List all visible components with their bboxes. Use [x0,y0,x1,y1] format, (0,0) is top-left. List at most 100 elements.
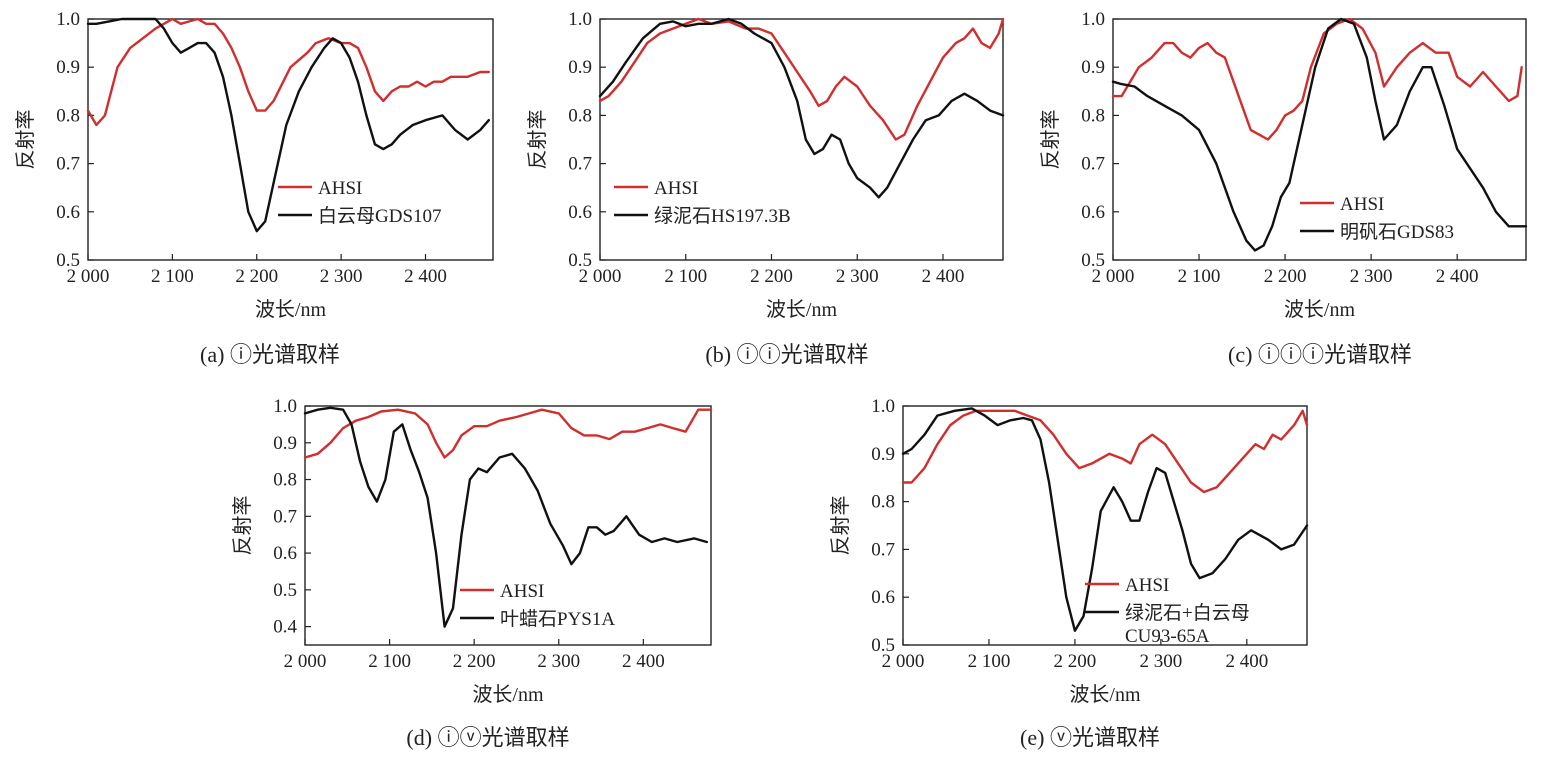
panel-caption: (c) ⓘⓘⓘ光谱取样 [1228,342,1412,367]
x-tick-label: 2 300 [320,266,363,287]
x-tick-label: 2 000 [284,651,327,672]
x-tick-label: 2 400 [922,266,965,287]
legend-label: 绿泥石HS197.3B [654,205,791,227]
y-tick-label: 0.6 [56,202,80,223]
x-tick-label: 2 300 [836,266,879,287]
legend-label: AHSI [500,581,544,602]
y-tick-label: 1.0 [871,396,895,417]
y-tick-label: 0.7 [1081,154,1105,175]
series-line-0 [598,17,1005,141]
legend-label: AHSI [1340,194,1384,215]
x-tick-label: 2 400 [404,266,447,287]
panel-caption: (a) ⓘ光谱取样 [200,342,340,367]
y-tick-label: 0.8 [1081,105,1105,126]
y-tick-label: 0.7 [56,154,80,175]
x-tick-label: 2 100 [1178,266,1221,287]
y-tick-label: 0.5 [568,250,592,271]
y-axis-label: 反射率 [526,110,549,170]
plot-frame [87,18,494,261]
y-tick-label: 1.0 [1081,9,1105,30]
y-tick-label: 0.4 [273,617,297,638]
x-tick-label: 2 000 [882,651,925,672]
y-axis-label: 反射率 [1039,110,1062,170]
x-tick-label: 2 300 [1139,651,1182,672]
panel-caption: (b) ⓘⓘ光谱取样 [705,342,868,367]
x-tick-label: 2 400 [1436,266,1479,287]
plot-frame [599,18,1004,261]
y-tick-label: 1.0 [273,396,297,417]
plot-frame [304,405,712,646]
y-axis-label: 反射率 [14,110,37,170]
x-tick-label: 2 300 [1350,266,1393,287]
y-tick-label: 0.8 [871,492,895,513]
series-line-1 [86,17,490,233]
chart-panel-1: 2 000 2 100 2 200 2 300 2 400 0.5 0.6 0.7 0.8 0.9… [526,9,1005,367]
x-tick-label: 2 000 [579,266,622,287]
legend-label: AHSI [654,178,698,199]
y-tick-label: 0.6 [871,587,895,608]
legend-label: 绿泥石+白云母 [1125,602,1250,624]
y-tick-label: 0.7 [871,539,895,560]
y-axis-label: 反射率 [231,496,254,556]
y-tick-label: 0.6 [568,202,592,223]
x-axis-label: 波长/nm [255,298,327,321]
y-tick-label: 0.6 [1081,202,1105,223]
x-tick-label: 2 100 [368,651,411,672]
chart-panel-2: 2 000 2 100 2 200 2 300 2 400 0.5 0.6 0.7 0.8 0.9… [1039,9,1528,367]
y-tick-label: 0.5 [871,635,895,656]
x-tick-label: 2 100 [664,266,707,287]
y-tick-label: 0.9 [568,57,592,78]
y-tick-label: 1.0 [56,9,80,30]
x-tick-label: 2 200 [235,266,278,287]
panel-caption: (e) ⓥ光谱取样 [1020,725,1160,750]
y-tick-label: 0.7 [273,506,297,527]
x-tick-label: 2 200 [1264,266,1307,287]
legend-label-cont: CU93-65A [1125,626,1210,647]
legend-label: AHSI [318,178,362,199]
x-tick-label: 2 000 [1092,266,1135,287]
x-tick-label: 2 400 [622,651,665,672]
chart-panel-0: 2 000 2 100 2 200 2 300 2 400 0.5 0.6 0.7 0.8 0.9… [14,9,494,367]
x-tick-label: 2 100 [151,266,194,287]
y-tick-label: 0.6 [273,543,297,564]
y-tick-label: 0.5 [273,580,297,601]
x-axis-label: 波长/nm [766,298,838,321]
series-line-1 [303,406,708,628]
series-line-0 [1111,17,1523,141]
series-line-0 [303,408,713,459]
chart-panel-3: 2 000 2 100 2 200 2 300 2 400 0.4 0.5 0.6 0.7 0.8… [231,396,713,750]
x-axis-label: 波长/nm [472,683,544,706]
y-tick-label: 0.8 [568,105,592,126]
y-tick-label: 1.0 [568,9,592,30]
x-tick-label: 2 200 [1054,651,1097,672]
x-tick-label: 2 100 [968,651,1011,672]
y-tick-label: 0.5 [56,250,80,271]
y-tick-label: 0.8 [273,470,297,491]
chart-panel-4: 2 000 2 100 2 200 2 300 2 400 0.5 0.6 0.7 0.8 0.9… [829,396,1309,750]
x-axis-label: 波长/nm [1284,298,1356,321]
x-tick-label: 2 000 [67,266,110,287]
y-axis-label: 反射率 [829,496,852,556]
series-line-0 [86,17,490,127]
panel-caption: (d) ⓘⓥ光谱取样 [406,725,569,750]
y-tick-label: 0.5 [1081,250,1105,271]
series-line-1 [901,407,1309,632]
legend-label: 叶蜡石PYS1A [500,608,615,630]
y-tick-label: 0.8 [56,105,80,126]
legend-label: AHSI [1125,575,1169,596]
y-tick-label: 0.7 [568,154,592,175]
x-tick-label: 2 200 [453,651,496,672]
x-tick-label: 2 400 [1225,651,1268,672]
y-tick-label: 0.9 [273,433,297,454]
plot-frame [1112,18,1527,261]
y-tick-label: 0.9 [871,444,895,465]
x-axis-label: 波长/nm [1069,683,1141,706]
legend-label: 白云母GDS107 [318,205,442,227]
x-tick-label: 2 200 [750,266,793,287]
legend-label: 明矾石GDS83 [1340,222,1454,243]
y-tick-label: 0.9 [1081,57,1105,78]
series-line-1 [1111,17,1528,252]
series-line-0 [901,409,1309,494]
x-tick-label: 2 300 [537,651,580,672]
